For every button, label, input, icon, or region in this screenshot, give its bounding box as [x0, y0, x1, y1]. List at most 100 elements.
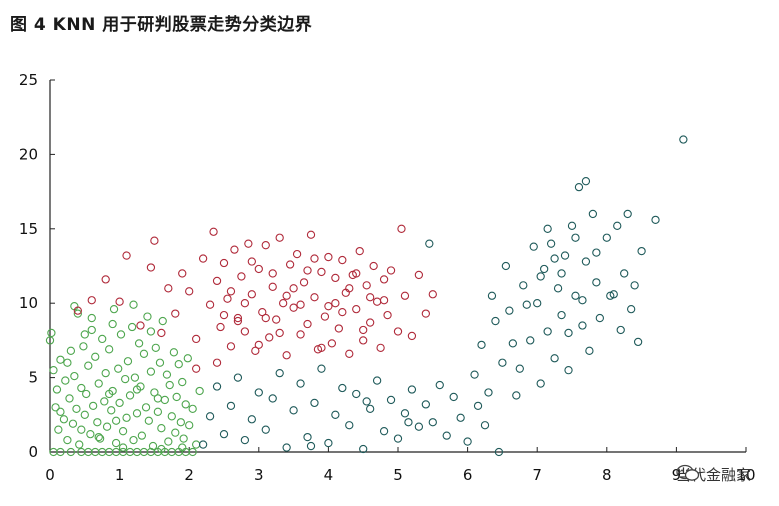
data-point	[571, 233, 580, 242]
data-point	[331, 273, 340, 283]
data-point	[366, 293, 375, 302]
data-point	[581, 257, 591, 266]
data-point	[98, 334, 107, 344]
data-point	[240, 435, 250, 445]
data-point	[428, 418, 437, 427]
data-point	[379, 296, 389, 305]
data-point	[100, 397, 109, 406]
data-point	[310, 398, 319, 408]
data-point	[404, 418, 413, 427]
data-point	[261, 313, 270, 323]
data-point	[289, 406, 298, 415]
data-point	[56, 407, 65, 416]
data-point	[498, 358, 507, 367]
data-point	[519, 281, 528, 290]
data-point	[230, 245, 239, 254]
data-point	[219, 429, 229, 439]
data-point	[79, 342, 88, 351]
data-point	[324, 302, 333, 311]
data-point	[515, 364, 524, 373]
data-point	[303, 432, 312, 442]
data-point	[592, 248, 601, 257]
data-points	[45, 135, 688, 457]
data-point	[237, 272, 246, 281]
data-point	[491, 316, 500, 326]
data-point	[122, 251, 131, 260]
data-point	[115, 398, 124, 408]
data-point	[529, 242, 538, 251]
data-point	[550, 354, 559, 363]
data-point	[477, 340, 486, 350]
data-point	[164, 437, 173, 446]
data-point	[407, 385, 417, 394]
data-point	[181, 400, 190, 409]
data-point	[359, 325, 368, 335]
data-point	[66, 447, 76, 457]
data-point	[105, 345, 114, 354]
data-point	[560, 251, 570, 260]
data-point	[150, 388, 159, 397]
data-point	[233, 373, 243, 382]
data-point	[421, 400, 430, 409]
data-point	[115, 297, 124, 306]
data-point	[185, 287, 194, 296]
data-point	[470, 370, 479, 379]
data-point	[546, 239, 556, 248]
data-point	[414, 422, 424, 431]
data-point	[512, 391, 521, 400]
data-point	[393, 434, 403, 443]
data-point	[54, 425, 63, 434]
series-0	[45, 300, 204, 457]
data-point	[258, 307, 267, 317]
data-point	[188, 447, 197, 457]
data-point	[192, 364, 201, 373]
data-point	[251, 346, 260, 355]
x-tick-label: 2	[184, 466, 194, 484]
data-point	[157, 328, 166, 338]
data-point	[296, 330, 305, 339]
data-point	[101, 275, 110, 284]
data-point	[240, 327, 250, 336]
data-point	[289, 303, 298, 312]
data-point	[212, 276, 222, 286]
data-point	[327, 339, 337, 348]
data-point	[205, 412, 215, 421]
data-point	[101, 368, 110, 378]
data-point	[282, 443, 291, 452]
data-point	[72, 404, 81, 413]
data-point	[87, 313, 96, 323]
data-point	[574, 182, 584, 192]
data-point	[494, 447, 504, 457]
data-point	[121, 374, 130, 384]
data-point	[637, 246, 646, 256]
data-point	[94, 379, 103, 388]
data-point	[428, 290, 437, 299]
data-point	[87, 296, 96, 305]
data-point	[379, 427, 389, 436]
data-point	[581, 177, 591, 186]
data-point	[651, 215, 660, 225]
data-point	[306, 441, 316, 451]
data-point	[134, 339, 144, 348]
data-point	[111, 438, 121, 448]
data-point	[132, 385, 142, 394]
data-point	[338, 383, 347, 393]
data-point	[379, 275, 389, 284]
data-point	[397, 224, 406, 233]
data-point	[169, 348, 179, 357]
data-point	[219, 258, 229, 268]
data-point	[63, 358, 72, 367]
data-point	[588, 209, 598, 219]
data-point	[146, 327, 156, 336]
data-point	[324, 252, 333, 262]
x-tick-label: 4	[324, 466, 334, 484]
data-point	[146, 263, 156, 272]
data-point	[91, 352, 100, 361]
data-point	[317, 343, 326, 352]
data-point	[123, 357, 133, 366]
data-point	[578, 321, 587, 330]
data-point	[226, 401, 236, 411]
x-tick-label: 5	[393, 466, 403, 484]
data-point	[362, 397, 371, 406]
